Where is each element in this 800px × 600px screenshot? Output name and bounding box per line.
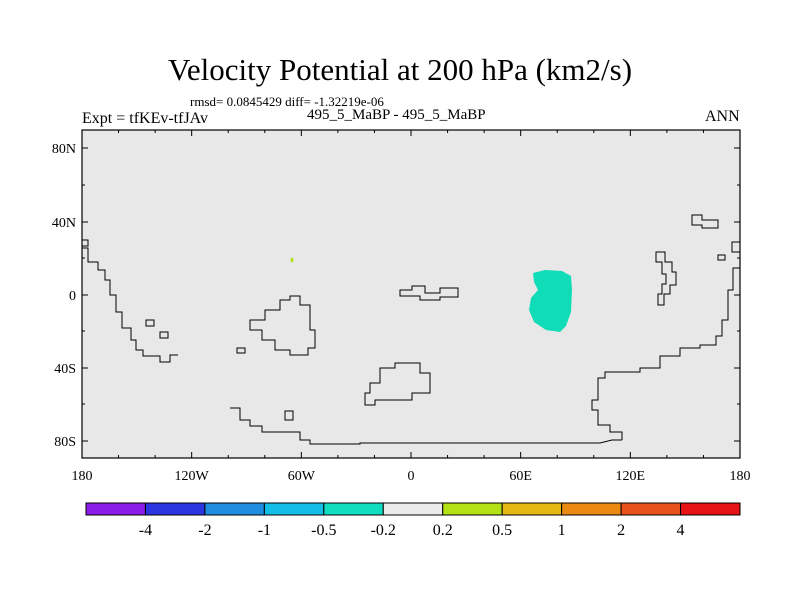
- colorbar-swatch: [382, 502, 444, 516]
- latitude-labels: 80N 40N 0 40S 80S: [52, 142, 76, 450]
- colorbar-label: -1: [258, 522, 271, 539]
- lat-label: 80N: [52, 142, 76, 157]
- colorbar: [85, 502, 741, 516]
- colorbar-swatch: [204, 502, 265, 516]
- east-island-chain: [655, 251, 677, 306]
- equatorial-island: [399, 285, 459, 301]
- colorbar-swatch: [561, 502, 622, 516]
- east-pacific-coast: [591, 267, 740, 440]
- plot-title: Velocity Potential at 200 hPa (km2/s): [167, 52, 633, 87]
- lon-label: 0: [408, 469, 415, 484]
- case-subtitle: 495_5_MaBP - 495_5_MaBP: [307, 107, 486, 123]
- colorbar-label: 0.2: [433, 522, 453, 539]
- map-background: [82, 130, 740, 458]
- colorbar-swatch: [680, 502, 741, 516]
- colorbar-labels: -4 -2 -1 -0.5 -0.2 0.2 0.5 1 2 4: [139, 522, 685, 539]
- southern-ocean-rim: [230, 407, 622, 445]
- west-edge-land: [82, 239, 89, 247]
- rmsd-label: rmsd= 0.0845429 diff= -1.32219e-06: [190, 94, 384, 109]
- colorbar-label: 4: [677, 522, 685, 539]
- south-atlantic-island: [249, 295, 316, 356]
- colorbar-label: 2: [617, 522, 625, 539]
- colorbar-label: -2: [198, 522, 211, 539]
- experiment-label: Expt = tfKEv-tfJAv: [82, 110, 209, 127]
- colorbar-label: -4: [139, 522, 152, 539]
- small-island-c: [159, 331, 169, 339]
- colorbar-swatch: [501, 502, 563, 516]
- colorbar-swatch: [85, 502, 146, 516]
- small-island-a: [145, 319, 155, 327]
- axis-ticks: [81, 130, 741, 458]
- small-island-e: [717, 254, 726, 261]
- continent-outlines: [82, 214, 741, 445]
- lon-label: 180: [730, 469, 751, 484]
- season-label: ANN: [705, 108, 740, 125]
- colorbar-label: -0.5: [311, 522, 336, 539]
- lon-label: 120E: [616, 469, 646, 484]
- small-island-d: [284, 410, 294, 421]
- longitude-labels: 180 120W 60W 0 60E 120E 180: [72, 469, 751, 484]
- small-island-b: [236, 347, 246, 354]
- colorbar-swatch: [442, 502, 503, 516]
- indian-ocean-ridge: [364, 362, 431, 406]
- colorbar-swatch: [144, 502, 206, 516]
- positive-anomaly-patch: [529, 270, 572, 332]
- north-east-land: [691, 214, 719, 229]
- lat-label: 40S: [54, 362, 76, 377]
- lat-label: 80S: [54, 435, 76, 450]
- colorbar-label: -0.2: [371, 522, 396, 539]
- colorbar-swatch: [263, 502, 325, 516]
- lat-label: 40N: [52, 216, 76, 231]
- lat-label: 0: [69, 289, 76, 304]
- lon-label: 120W: [175, 469, 210, 484]
- lon-label: 60W: [288, 469, 316, 484]
- lon-label: 180: [72, 469, 93, 484]
- small-anomaly-dot: [290, 257, 294, 263]
- colorbar-swatch: [620, 502, 682, 516]
- colorbar-label: 0.5: [492, 522, 512, 539]
- south-america-west-coast: [82, 247, 178, 363]
- colorbar-label: 1: [558, 522, 566, 539]
- lon-label: 60E: [509, 469, 532, 484]
- colorbar-swatch: [323, 502, 384, 516]
